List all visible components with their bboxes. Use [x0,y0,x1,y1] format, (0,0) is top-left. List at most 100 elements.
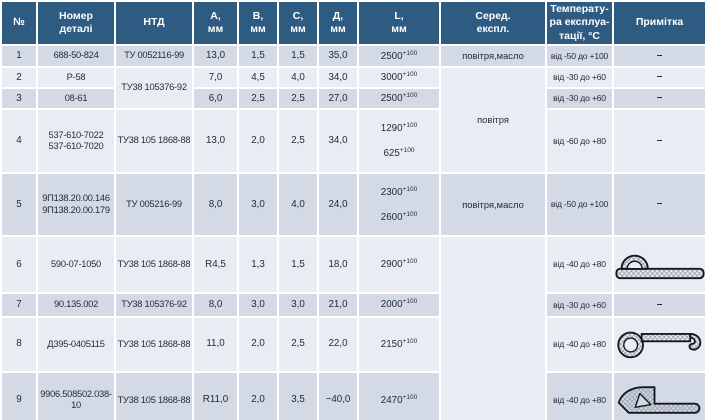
part-number-cell: Р-58 [36,66,116,89]
no-note-dash: – [656,92,663,104]
length-value: 2000 [380,299,403,311]
ntd-cell: ТУ38 105376-92 [114,66,194,110]
table-row: 4 537-610-7022 537-610-7020 ТУ38 105 186… [0,108,705,174]
num-cell: 8 [0,315,38,374]
header-ntd: НТД [114,0,194,46]
temperature-cell: від -40 до +80 [545,235,614,294]
length-tolerance: +100 [402,258,418,266]
num-cell: 5 [0,171,38,238]
temperature-cell: від -40 до +80 [545,315,614,374]
length-cell: 2900+100 [357,235,441,294]
temperature-cell: від -30 до +60 [545,87,614,110]
dim-c-cell: 4,0 [277,66,319,89]
dim-d-cell: ~40,0 [317,371,359,420]
part-number-cell: Д395-0405115 [36,315,116,374]
dim-c-cell: 3,0 [277,291,319,318]
length-tolerance: +100 [399,146,415,154]
note-cell [612,315,705,374]
temperature-cell: від -60 до +80 [545,108,614,174]
length-value: 2600 [380,211,403,223]
ntd-cell: ТУ 0052116-99 [114,44,194,68]
dim-c-cell: 2,5 [277,87,319,110]
dim-d-cell: 22,0 [317,315,359,374]
table-header: № Номер деталі НТД А, мм В, мм С, мм Д, … [0,0,705,46]
table-row: 1 688-50-824 ТУ 0052116-99 13,0 1,5 1,5 … [0,44,705,68]
temperature-cell: від -30 до +60 [545,291,614,318]
dim-a-cell: R4,5 [192,235,239,294]
dim-a-cell: R11,0 [192,371,239,420]
temperature-cell: від -40 до +80 [545,371,614,420]
length-value: 2470 [380,394,403,406]
length-tolerance: +100 [402,49,418,57]
note-cell: – [612,108,705,174]
length-value: 625 [383,147,400,159]
length-tolerance: +100 [402,393,418,401]
ntd-cell: ТУ 005216-99 [114,171,194,238]
dim-a-cell: 7,0 [192,66,239,89]
ntd-cell: ТУ38 105 1868-88 [114,371,194,420]
length-cell: 1290+100 625+100 [357,108,441,174]
length-cell: 2500+100 [357,87,441,110]
length-cell: 3000+100 [357,66,441,89]
note-cell: – [612,44,705,68]
dim-d-cell: 21,0 [317,291,359,318]
temperature-cell: від -50 до +100 [545,44,614,68]
seal-profile-ring-with-hook-icon [616,331,701,359]
dim-c-cell: 1,5 [277,44,319,68]
length-value: 2900 [380,259,403,271]
dim-b-cell: 2,0 [237,108,279,174]
ntd-cell: ТУ38 105376-92 [114,291,194,318]
environment-cell: повітря,масло [439,44,547,68]
dim-a-cell: 11,0 [192,315,239,374]
header-temperature: Температу- ра експлуа- тації, °С [545,0,614,46]
dim-d-cell: 34,0 [317,66,359,89]
length-tolerance: +100 [402,298,418,306]
note-cell: – [612,291,705,318]
dim-c-cell: 1,5 [277,235,319,294]
length-value: 3000 [380,72,403,84]
note-cell: – [612,171,705,238]
no-note-dash: – [656,49,663,61]
header-dim-d: Д, мм [317,0,359,46]
note-cell: – [612,87,705,110]
num-cell: 2 [0,66,38,89]
dim-a-cell: 8,0 [192,171,239,238]
length-tolerance: +100 [402,210,418,218]
part-number-cell: 90.135.002 [36,291,116,318]
note-cell: – [612,66,705,89]
no-note-dash: – [656,71,663,83]
dim-a-cell: 13,0 [192,108,239,174]
num-cell: 7 [0,291,38,318]
length-value: 2300 [380,186,403,198]
header-length: L, мм [357,0,441,46]
table-row: 3 08-61 6,0 2,5 2,5 27,0 2500+100 від -3… [0,87,705,110]
dim-b-cell: 1,3 [237,235,279,294]
ntd-cell: ТУ38 105 1868-88 [114,235,194,294]
length-value: 2500 [380,50,403,62]
part-number-cell: 9906.508502.038-10 [36,371,116,420]
dim-d-cell: 27,0 [317,87,359,110]
dim-b-cell: 3,0 [237,171,279,238]
header-part-number: Номер деталі [36,0,116,46]
dim-a-cell: 8,0 [192,291,239,318]
num-cell: 1 [0,44,38,68]
note-cell [612,371,705,420]
length-cell: 2150+100 [357,315,441,374]
length-cell: 2500+100 [357,44,441,68]
temperature-cell: від -30 до +60 [545,66,614,89]
header-dim-c: С, мм [277,0,319,46]
dim-b-cell: 4,5 [237,66,279,89]
ntd-cell: ТУ38 105 1868-88 [114,108,194,174]
length-cell: 2000+100 [357,291,441,318]
seal-profile-dome-on-strip-icon [615,254,704,279]
part-number-cell: 590-07-1050 [36,235,116,294]
length-tolerance: +100 [402,71,418,79]
num-cell: 3 [0,87,38,110]
dim-b-cell: 2,0 [237,315,279,374]
table-row: 6 590-07-1050 ТУ38 105 1868-88 R4,5 1,3 … [0,235,705,420]
environment-cell: повітря [439,66,547,174]
header-dim-a: А, мм [192,0,239,46]
dim-d-cell: 24,0 [317,171,359,238]
length-tolerance: +100 [402,92,418,100]
